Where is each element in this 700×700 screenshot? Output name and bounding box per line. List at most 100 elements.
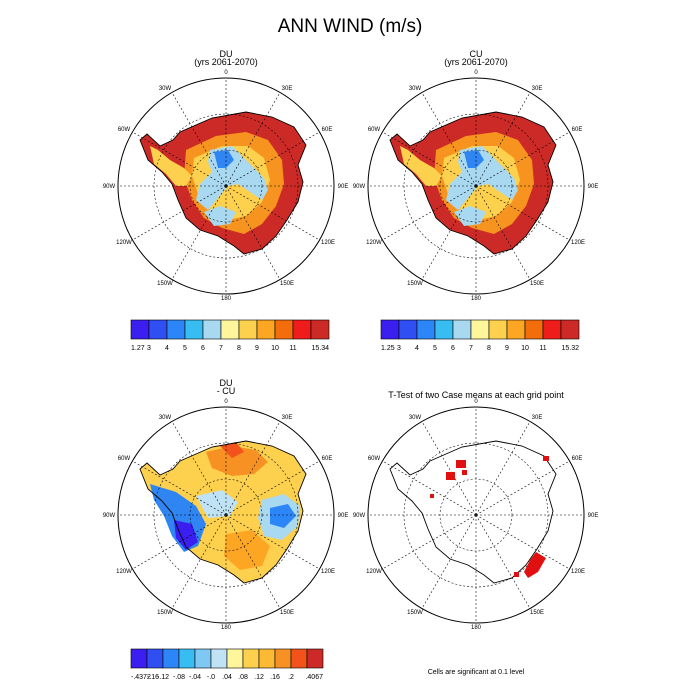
map-boundary-cu — [367, 77, 585, 295]
lon-label: 120E — [571, 240, 585, 246]
lon-labels-du: 0 30E 60E 90E 120E 150E 180 150W 120W 90… — [103, 70, 349, 302]
colorbar-label: 7 — [219, 345, 223, 352]
panel-ttest: T-Test of two Case means at each grid po… — [353, 390, 599, 676]
colorbar-label: 6 — [201, 345, 205, 352]
colorbar-label: 10 — [271, 345, 279, 352]
lon-label: 30W — [409, 86, 422, 92]
polar-map-diff: 0 30E 60E 90E 120E 150E 180 150W 120W 90… — [103, 399, 349, 631]
ttest-footnote: Cells are significant at 0.1 level — [428, 669, 525, 676]
colorbar-swatch — [306, 648, 324, 669]
polar-map-ttest: 0 30E 60E 90E 120E 150E 180 150W 120W 90… — [353, 399, 599, 631]
lon-label: 90W — [353, 513, 366, 519]
panel-subtitle-du: (yrs 2061-2070) — [194, 57, 258, 67]
lon-label: 150E — [280, 281, 294, 287]
colorbar-swatch — [488, 319, 508, 340]
map-boundary-ttest — [367, 406, 585, 624]
panel-title-diff: DU — [220, 378, 233, 388]
lon-label: 150W — [407, 610, 423, 616]
colorbar-label: -.16 — [147, 674, 159, 681]
colorbar-swatch — [542, 319, 562, 340]
map-boundary-diff — [117, 406, 335, 624]
lon-label: 30E — [282, 415, 293, 421]
colorbar-swatch — [274, 319, 294, 340]
colorbar-label: -.08 — [173, 674, 185, 681]
colorbar-swatch — [166, 319, 186, 340]
colorbar-label: 5 — [183, 345, 187, 352]
colorbar-label: -.04 — [189, 674, 201, 681]
lon-label: 90E — [588, 513, 599, 519]
lon-label: 120E — [571, 569, 585, 575]
colorbar-swatch — [310, 319, 330, 340]
significant-cell — [456, 460, 466, 468]
colorbar-label: 9 — [255, 345, 259, 352]
lon-label: 30E — [282, 86, 293, 92]
colorbar-label: 8 — [237, 345, 241, 352]
colorbar-swatch — [220, 319, 240, 340]
panel-subtitle-cu: (yrs 2061-2070) — [444, 57, 508, 67]
colorbar-swatch — [506, 319, 526, 340]
lon-label: 90E — [338, 184, 349, 190]
lon-label: 90E — [588, 184, 599, 190]
lon-label: 120W — [116, 240, 132, 246]
lon-label: 120E — [321, 569, 335, 575]
colorbar-swatch — [202, 319, 222, 340]
colorbar-label: 4 — [165, 345, 169, 352]
colorbar-du: 1.27 3 4 5 6 7 8 9 10 11 15.34 — [130, 319, 330, 352]
colorbar-swatch — [290, 648, 308, 669]
colorbar-labels-cu: 1.25 3 4 5 6 7 8 9 10 11 15.32 — [381, 345, 579, 352]
colorbar-swatch — [162, 648, 180, 669]
colorbar-label: .12 — [254, 674, 264, 681]
diff-orange-south — [224, 530, 270, 570]
colorbar-swatch — [178, 648, 196, 669]
diff-orange-north — [206, 446, 268, 476]
lon-label: 60W — [368, 456, 381, 462]
colorbar-label: 10 — [521, 345, 529, 352]
wind-field-diff — [140, 441, 306, 583]
lon-label: 60E — [572, 127, 583, 133]
colorbar-swatch — [258, 648, 276, 669]
panel-cu: CU (yrs 2061-2070) — [353, 49, 599, 352]
colorbar-swatch — [452, 319, 472, 340]
lon-label: 60E — [322, 456, 333, 462]
colorbar-cu: 1.25 3 4 5 6 7 8 9 10 11 15.32 — [380, 319, 580, 352]
wind-field-cu — [390, 112, 556, 254]
colorbar-swatch — [256, 319, 276, 340]
colorbar-label: 11 — [289, 345, 296, 352]
lon-labels-diff: 0 30E 60E 90E 120E 150E 180 150W 120W 90… — [103, 399, 349, 631]
colorbar-label: 8 — [487, 345, 491, 352]
lon-label: 120W — [116, 569, 132, 575]
lon-label: 30W — [159, 86, 172, 92]
wind-ross-cu — [454, 206, 486, 226]
colorbar-label: 4 — [415, 345, 419, 352]
wind-blue-cu — [464, 150, 484, 168]
significant-cell — [462, 470, 467, 475]
colorbar-swatch — [470, 319, 490, 340]
colorbar-label: -.4372 — [131, 674, 151, 681]
colorbar-label: 7 — [469, 345, 473, 352]
lon-label: 120W — [366, 569, 382, 575]
colorbar-swatch — [130, 648, 148, 669]
colorbar-swatch — [524, 319, 544, 340]
colorbar-diff: -.4372 -.16 -.12 -.08 -.04 -.0 .04 .08 .… — [130, 648, 324, 681]
panel-title-cu: CU — [470, 49, 483, 59]
lon-label: 60E — [322, 127, 333, 133]
lon-label: 90W — [353, 184, 366, 190]
lon-labels-cu: 0 30E 60E 90E 120E 150E 180 150W 120W 90… — [353, 70, 599, 302]
colorbar-label: .16 — [270, 674, 280, 681]
significant-cell — [543, 456, 549, 461]
colorbar-label: .4067 — [305, 674, 323, 681]
colorbar-label: 15.34 — [311, 345, 329, 352]
colorbar-swatch — [210, 648, 228, 669]
colorbar-label: .04 — [222, 674, 232, 681]
diff-blue-east — [270, 504, 296, 528]
lon-label: 60W — [118, 456, 131, 462]
map-boundary-du — [117, 77, 335, 295]
colorbar-swatch — [242, 648, 260, 669]
panel-diff: DU - CU — [103, 378, 349, 681]
panel-title-du: DU — [220, 49, 233, 59]
colorbar-swatch — [238, 319, 258, 340]
colorbar-label: 5 — [433, 345, 437, 352]
colorbar-label: 3 — [397, 345, 401, 352]
graticule-diff — [118, 407, 334, 623]
